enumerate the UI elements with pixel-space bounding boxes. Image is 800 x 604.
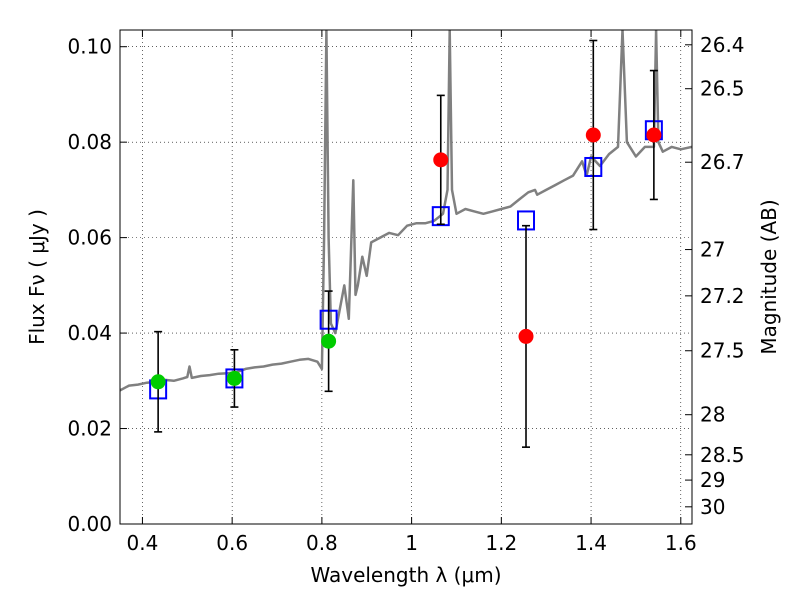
y-tick-label: 0.00 (67, 512, 112, 536)
y-right-tick-label: 28 (700, 403, 725, 427)
marker-group (149, 39, 663, 448)
y-tick-label: 0.08 (67, 130, 112, 154)
y-right-tick-label: 27.5 (700, 339, 745, 363)
ticks-group: 0.4 0.6 0.8 1 1.2 1.4 1.6 0.00 0.02 0.04 0.06 0.08 0… (67, 30, 745, 555)
y-right-tick-label: 27 (700, 238, 725, 262)
y-tick-label: 0.02 (67, 417, 112, 441)
x-tick-label: 0.6 (216, 531, 248, 555)
y-right-axis-label: Magnitude (AB) (757, 199, 781, 354)
green-point (150, 374, 166, 390)
y-right-tick-label: 26.4 (700, 33, 745, 57)
x-tick-label: 1.4 (575, 531, 607, 555)
y-right-tick-label: 29 (700, 468, 725, 492)
y-right-tick-label: 26.7 (700, 150, 745, 174)
green-point (321, 333, 337, 349)
red-point (646, 127, 662, 143)
green-point (226, 370, 242, 386)
y-right-tick-label: 30 (700, 495, 725, 519)
y-axis-label: Flux Fν ( μJy ) (25, 209, 49, 345)
y-right-tick-label: 26.5 (700, 77, 745, 101)
red-point (518, 328, 534, 344)
x-axis-label: Wavelength λ (μm) (310, 563, 501, 587)
plot-frame (119, 29, 693, 525)
x-tick-label: 1.6 (665, 531, 697, 555)
y-tick-label: 0.10 (67, 35, 112, 59)
red-point (433, 152, 449, 168)
red-point (585, 127, 601, 143)
x-tick-label: 1.2 (485, 531, 517, 555)
series-group (120, 30, 692, 392)
x-tick-label: 1 (405, 531, 418, 555)
x-tick-label: 0.8 (306, 531, 338, 555)
spectrum-line (120, 30, 692, 392)
y-right-tick-label: 27.2 (700, 284, 745, 308)
y-tick-label: 0.04 (67, 321, 112, 345)
y-tick-label: 0.06 (67, 226, 112, 250)
grid-lines (120, 30, 692, 525)
x-tick-label: 0.4 (127, 531, 159, 555)
y-right-tick-label: 28.5 (700, 443, 745, 467)
